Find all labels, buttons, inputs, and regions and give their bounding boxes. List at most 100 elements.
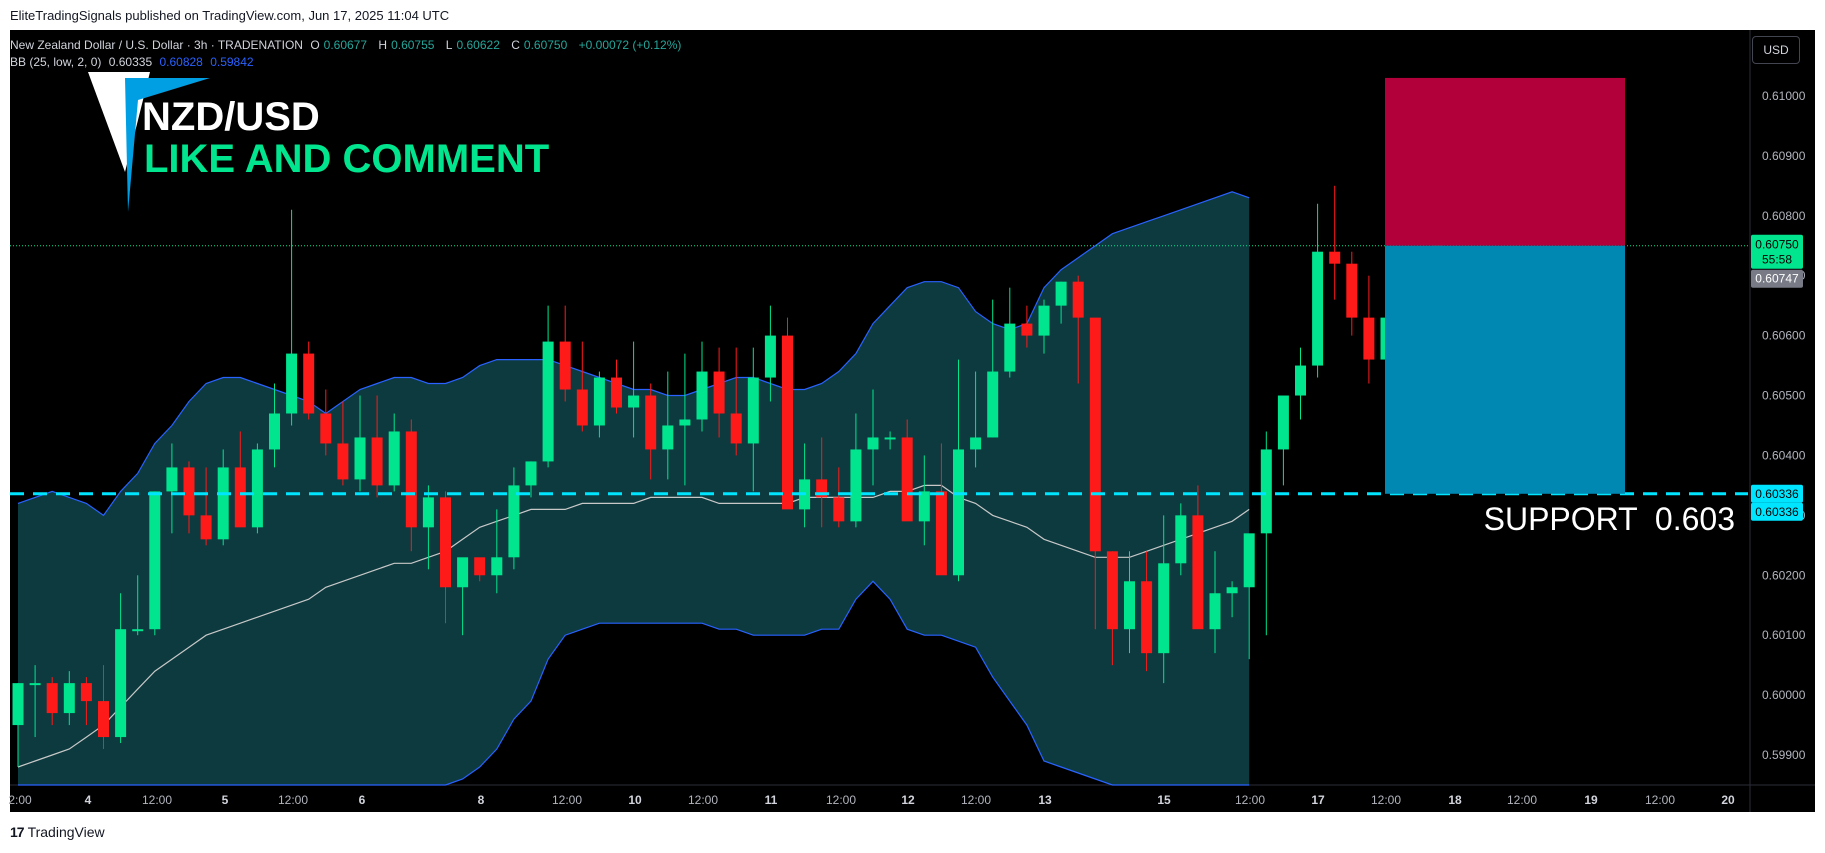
price-tick-label: 0.61000: [1762, 89, 1806, 103]
candle-body: [132, 629, 144, 632]
chart-legend: New Zealand Dollar / U.S. Dollar · 3h · …: [10, 38, 685, 69]
candle-body: [234, 467, 246, 528]
candle: [816, 437, 828, 528]
overlay-title: NZD/USD: [142, 95, 320, 139]
price-tick-label: 0.60600: [1762, 329, 1806, 343]
overlay-group: NZD/USD LIKE AND COMMENT SUPPORT 0.603: [88, 72, 1735, 537]
candle: [1192, 485, 1204, 630]
candle-body: [457, 557, 469, 588]
candle-body: [1363, 317, 1375, 360]
candle-body: [747, 377, 759, 444]
time-tick-label: 12:00: [278, 793, 308, 807]
candle-body: [1226, 587, 1238, 594]
candle: [730, 347, 742, 456]
legend-bb-up: 0.60828: [159, 55, 203, 69]
bid-price-tag: 0.60747: [1755, 272, 1799, 286]
candle: [1295, 347, 1306, 420]
candle-body: [1346, 263, 1358, 318]
candle: [422, 485, 434, 570]
candle-body: [388, 431, 400, 486]
support-price-tag-2: 0.60336: [1755, 505, 1799, 519]
candle: [593, 371, 605, 438]
support-label: SUPPORT 0.603: [1484, 501, 1735, 537]
candle-body: [935, 491, 947, 576]
candle: [1226, 581, 1238, 618]
candle: [337, 401, 349, 486]
candle-body: [576, 389, 588, 426]
candle-body: [286, 353, 298, 414]
bollinger-lower-line: [18, 580, 1250, 786]
candle-body: [816, 479, 828, 498]
footer-brand: TradingView: [27, 824, 105, 840]
candle: [132, 575, 144, 636]
candle-body: [80, 683, 92, 702]
bollinger-middle-line: [17, 484, 1250, 768]
support-price-tag: 0.60336: [1755, 487, 1799, 501]
candle: [303, 341, 315, 420]
legend-h-value: 0.60755: [391, 38, 435, 52]
candle: [542, 305, 554, 468]
candle-body: [542, 341, 554, 462]
currency-button[interactable]: USD: [1752, 36, 1800, 64]
candle-body: [1209, 593, 1221, 630]
price-tick-label: 0.59900: [1762, 748, 1806, 762]
time-tick-label: 12: [901, 793, 915, 807]
candle-body: [269, 413, 280, 450]
candle-body: [525, 461, 537, 486]
time-tick-label: 12:00: [552, 793, 582, 807]
candle-body: [1260, 449, 1272, 534]
candle: [1089, 317, 1101, 630]
legend-o-label: O: [310, 38, 320, 52]
candle-body: [1312, 251, 1324, 366]
time-tick-label: 5: [222, 793, 229, 807]
footer: 17 TradingView: [10, 824, 105, 840]
candle: [98, 665, 109, 750]
take-profit-zone: [1385, 245, 1625, 494]
candle-body: [867, 437, 879, 450]
candle: [833, 467, 845, 528]
candle-body: [98, 701, 109, 738]
candle: [1277, 395, 1289, 486]
candle: [251, 443, 263, 534]
legend-bb-low: 0.59842: [210, 55, 254, 69]
candle: [747, 347, 759, 492]
time-tick-label: 10: [628, 793, 642, 807]
stop-loss-zone: [1385, 77, 1625, 246]
candle: [371, 395, 383, 498]
candle-body: [782, 335, 793, 510]
price-axis: 0.610000.609000.608000.607000.606000.605…: [1762, 89, 1806, 762]
price-tick-label: 0.60200: [1762, 568, 1806, 582]
legend-symbol: New Zealand Dollar / U.S. Dollar · 3h · …: [10, 38, 303, 52]
candle: [611, 359, 622, 414]
candle: [1329, 185, 1341, 300]
legend-change: +0.00072 (+0.12%): [578, 38, 682, 52]
time-axis: 2:00 4 12:00 5 12:00 6 8 12:00 10 12:00 11 12:00 12 1…: [8, 793, 1735, 807]
candle: [953, 359, 964, 582]
candle: [166, 443, 178, 534]
candle: [884, 431, 896, 450]
candle-body: [1004, 323, 1016, 372]
candle: [1243, 533, 1255, 660]
candle: [115, 593, 127, 744]
last-price-tag: 0.60750: [1755, 238, 1799, 252]
candle-body: [217, 467, 229, 540]
candle-body: [1192, 515, 1204, 630]
candle-body: [474, 557, 486, 576]
candle-body: [1089, 317, 1101, 552]
candle-body: [1243, 533, 1255, 588]
candle: [679, 353, 691, 486]
countdown-tag: 55:58: [1762, 253, 1792, 267]
time-tick-label: 8: [478, 793, 485, 807]
candle-body: [251, 449, 263, 528]
candle: [918, 455, 930, 546]
time-tick-label: 12:00: [688, 793, 718, 807]
legend-c-value: 0.60750: [523, 38, 568, 52]
candle: [286, 209, 298, 426]
candle-body: [303, 353, 315, 414]
candle: [1209, 551, 1221, 654]
candle-body: [1329, 251, 1341, 264]
candle: [1260, 431, 1272, 636]
legend-bb-label: BB (25, low, 2, 0): [10, 55, 102, 69]
candle-body: [559, 341, 571, 390]
